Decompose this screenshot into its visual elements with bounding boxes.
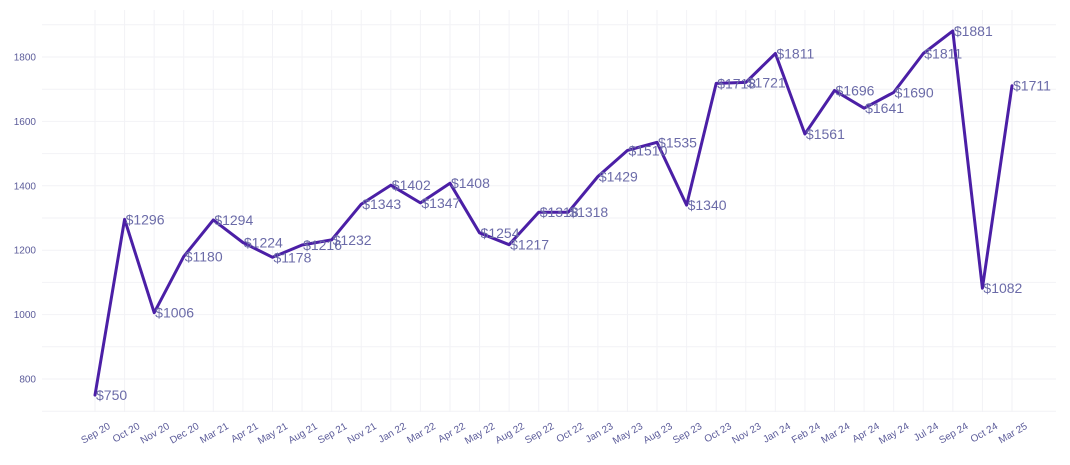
x-tick-label: Oct 22 xyxy=(555,421,586,445)
x-tick-label: Jan 24 xyxy=(761,421,793,446)
y-axis-ticks: 800 1000 1200 1400 1600 1800 xyxy=(14,53,37,386)
data-label: $1340 xyxy=(688,197,727,213)
x-tick-label: Dec 20 xyxy=(168,421,201,447)
x-tick-label: Sep 22 xyxy=(523,421,556,447)
data-label: $1510 xyxy=(628,142,667,158)
data-label: $1718 xyxy=(717,75,756,91)
x-tick-label: Mar 25 xyxy=(997,421,1030,446)
data-label: $1178 xyxy=(273,249,311,265)
x-tick-label: Nov 20 xyxy=(139,421,172,447)
data-label: $1254 xyxy=(481,225,520,241)
y-tick-label: 800 xyxy=(19,375,36,386)
data-labels: $750$1296$1006$1180$1294$1224$1178$1216$… xyxy=(96,23,1051,403)
x-tick-label: Aug 21 xyxy=(287,421,320,447)
data-label: $1811 xyxy=(776,45,814,61)
x-tick-label: Mar 22 xyxy=(405,421,438,446)
x-tick-label: Apr 21 xyxy=(229,421,260,445)
data-label: $1217 xyxy=(510,237,549,253)
data-label: $1561 xyxy=(806,126,845,142)
data-label: $1641 xyxy=(865,100,904,116)
data-label: $1711 xyxy=(1013,78,1051,94)
x-tick-label: May 24 xyxy=(877,421,911,447)
y-tick-label: 1800 xyxy=(14,53,37,64)
data-label: $1216 xyxy=(303,237,342,253)
x-tick-label: Jul 24 xyxy=(912,421,941,444)
y-tick-label: 1200 xyxy=(14,246,37,257)
data-label: $1318 xyxy=(569,204,608,220)
x-tick-label: Nov 21 xyxy=(346,421,379,447)
data-label: $1402 xyxy=(392,177,431,193)
x-tick-label: May 23 xyxy=(611,421,645,447)
data-label: $1006 xyxy=(155,305,194,321)
x-tick-label: Nov 23 xyxy=(730,421,763,447)
x-tick-label: Sep 21 xyxy=(316,421,349,447)
x-tick-label: Aug 23 xyxy=(642,421,675,447)
x-tick-label: Jan 22 xyxy=(377,421,409,446)
x-tick-label: Mar 24 xyxy=(820,421,853,446)
x-tick-label: Aug 22 xyxy=(494,421,527,447)
x-tick-label: Sep 24 xyxy=(937,421,970,447)
vertical-gridlines xyxy=(94,10,1013,412)
horizontal-gridlines xyxy=(42,24,1056,412)
data-label: $1180 xyxy=(185,249,223,265)
data-label: $750 xyxy=(96,387,127,403)
x-tick-label: Sep 23 xyxy=(671,421,704,447)
data-label: $1721 xyxy=(747,74,786,90)
x-tick-label: Apr 24 xyxy=(851,421,882,445)
data-label: $1343 xyxy=(362,196,401,212)
x-tick-label: Oct 20 xyxy=(111,421,142,445)
x-tick-label: Oct 23 xyxy=(703,421,734,445)
data-label: $1690 xyxy=(895,84,934,100)
data-label: $1082 xyxy=(983,280,1022,296)
x-tick-label: Sep 20 xyxy=(80,421,113,447)
series-line xyxy=(93,29,1014,397)
x-tick-label: Feb 24 xyxy=(790,421,823,446)
y-tick-label: 1400 xyxy=(14,181,37,192)
data-label: $1696 xyxy=(836,82,875,98)
data-label: $1811 xyxy=(924,45,962,61)
x-tick-label: Jan 23 xyxy=(584,421,616,446)
data-label: $1429 xyxy=(599,168,638,184)
data-label: $1224 xyxy=(244,234,283,250)
x-tick-label: Oct 24 xyxy=(969,421,1000,445)
data-label: $1232 xyxy=(333,232,372,248)
data-label: $1408 xyxy=(451,175,490,191)
data-label: $1296 xyxy=(126,211,165,227)
data-label: $1881 xyxy=(954,23,993,39)
y-tick-label: 1600 xyxy=(14,117,37,128)
x-tick-label: Mar 21 xyxy=(198,421,231,446)
x-tick-label: May 21 xyxy=(256,421,290,447)
data-label: $1535 xyxy=(658,134,697,150)
data-label: $1347 xyxy=(421,195,460,211)
x-tick-label: Apr 22 xyxy=(436,421,467,445)
data-label: $1294 xyxy=(214,212,253,228)
y-tick-label: 1000 xyxy=(14,310,37,321)
data-label: $1318 xyxy=(540,204,579,220)
x-tick-label: May 22 xyxy=(463,421,497,447)
